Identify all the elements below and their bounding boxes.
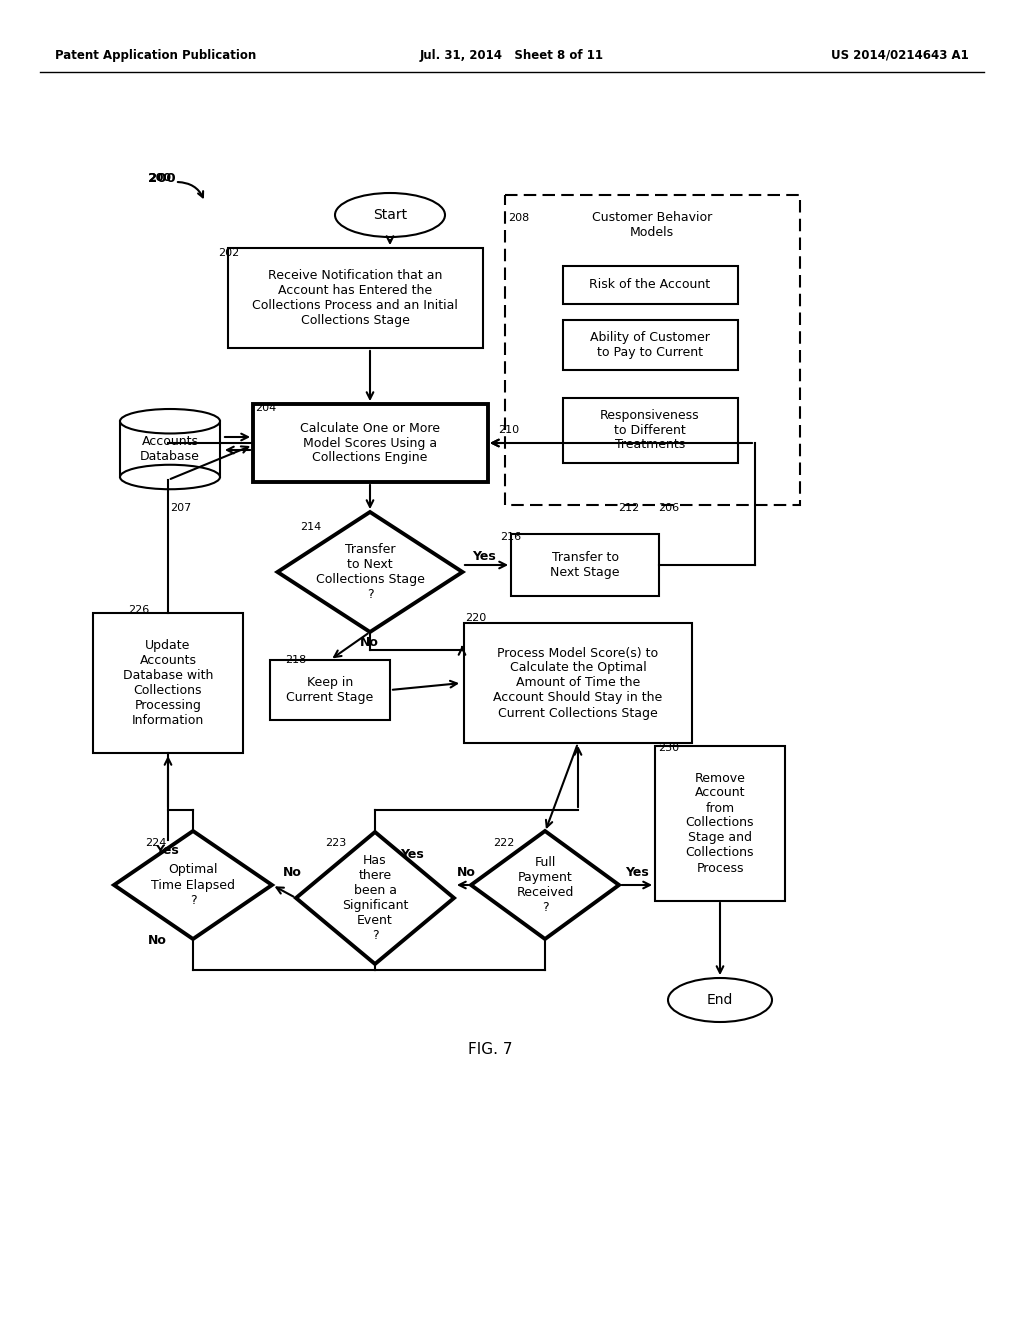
Bar [562, 397, 737, 462]
Text: US 2014/0214643 A1: US 2014/0214643 A1 [831, 49, 969, 62]
Text: 204: 204 [255, 403, 276, 413]
Text: Accounts
Database: Accounts Database [140, 436, 200, 463]
Bar [270, 660, 390, 719]
Text: Ability of Customer
to Pay to Current: Ability of Customer to Pay to Current [590, 331, 710, 359]
Text: No: No [360, 635, 379, 648]
Polygon shape [114, 832, 272, 939]
Text: FIG. 7: FIG. 7 [468, 1043, 512, 1057]
Polygon shape [296, 832, 454, 964]
Text: Optimal
Time Elapsed
?: Optimal Time Elapsed ? [151, 863, 234, 907]
Text: 226: 226 [128, 605, 150, 615]
Text: Receive Notification that an
Account has Entered the
Collections Process and an : Receive Notification that an Account has… [252, 269, 458, 327]
Bar [562, 319, 737, 370]
Text: No: No [148, 933, 167, 946]
Text: Calculate One or More
Model Scores Using a
Collections Engine: Calculate One or More Model Scores Using… [300, 421, 440, 465]
Ellipse shape [335, 193, 445, 238]
Text: 216: 216 [500, 532, 521, 543]
Text: 214: 214 [300, 521, 322, 532]
Text: Keep in
Current Stage: Keep in Current Stage [287, 676, 374, 704]
Text: 218: 218 [285, 655, 306, 665]
Bar [511, 535, 659, 597]
Text: Transfer to
Next Stage: Transfer to Next Stage [550, 550, 620, 579]
Bar [655, 746, 785, 900]
Text: Yes: Yes [625, 866, 649, 879]
Text: 230: 230 [658, 743, 679, 752]
Text: Full
Payment
Received
?: Full Payment Received ? [516, 855, 573, 913]
Text: Patent Application Publication: Patent Application Publication [55, 49, 256, 62]
Text: Jul. 31, 2014   Sheet 8 of 11: Jul. 31, 2014 Sheet 8 of 11 [420, 49, 604, 62]
Text: 212: 212 [618, 503, 639, 513]
Text: Transfer
to Next
Collections Stage
?: Transfer to Next Collections Stage ? [315, 543, 424, 601]
Text: Process Model Score(s) to
Calculate the Optimal
Amount of Time the
Account Shoul: Process Model Score(s) to Calculate the … [494, 647, 663, 719]
Text: 220: 220 [465, 612, 486, 623]
Text: 223: 223 [325, 838, 346, 847]
Text: Risk of the Account: Risk of the Account [590, 279, 711, 292]
Bar [227, 248, 482, 348]
Ellipse shape [668, 978, 772, 1022]
Bar [93, 612, 243, 752]
Bar [120, 421, 220, 477]
Text: 206: 206 [658, 503, 679, 513]
Text: Yes: Yes [472, 550, 496, 564]
Text: No: No [283, 866, 302, 879]
Ellipse shape [120, 465, 220, 490]
Ellipse shape [120, 409, 220, 433]
Text: Yes: Yes [155, 843, 179, 857]
Text: Remove
Account
from
Collections
Stage and
Collections
Process: Remove Account from Collections Stage an… [686, 771, 755, 874]
Polygon shape [471, 832, 618, 939]
Text: Has
there
been a
Significant
Event
?: Has there been a Significant Event ? [342, 854, 409, 942]
Text: 210: 210 [498, 425, 519, 436]
Text: Customer Behavior
Models: Customer Behavior Models [592, 211, 712, 239]
Text: 202: 202 [218, 248, 240, 257]
Text: 200: 200 [148, 172, 176, 185]
Text: 222: 222 [493, 838, 514, 847]
Bar [562, 267, 737, 304]
Text: 224: 224 [145, 838, 166, 847]
Text: 200: 200 [148, 173, 171, 183]
Polygon shape [278, 512, 463, 632]
Text: Start: Start [373, 209, 408, 222]
Text: 207: 207 [170, 503, 191, 513]
Text: End: End [707, 993, 733, 1007]
Text: Responsiveness
to Different
Treatments: Responsiveness to Different Treatments [600, 408, 699, 451]
Bar [253, 404, 487, 482]
Text: No: No [457, 866, 476, 879]
Text: 208: 208 [508, 213, 529, 223]
Text: Yes: Yes [400, 849, 424, 862]
Bar [505, 195, 800, 506]
Text: Update
Accounts
Database with
Collections
Processing
Information: Update Accounts Database with Collection… [123, 639, 213, 727]
Bar [464, 623, 692, 743]
